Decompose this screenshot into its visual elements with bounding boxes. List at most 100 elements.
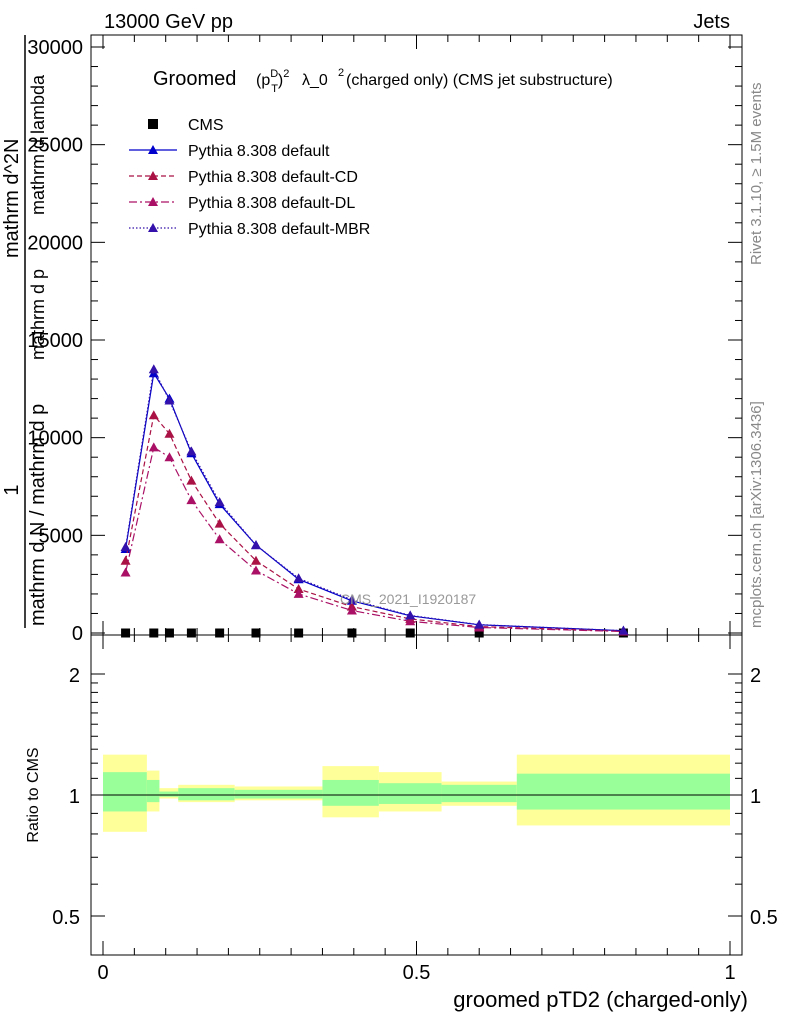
cms-data-point xyxy=(164,628,174,638)
y-label-one: 1 xyxy=(1,484,23,495)
legend-marker-2 xyxy=(148,171,158,180)
legend-label-2: Pythia 8.308 default-CD xyxy=(188,169,358,186)
ratio-y-tick-label-right: 2 xyxy=(750,665,761,687)
ratio-y-tick-label: 1 xyxy=(69,786,80,808)
mcplots-label: mcplots.cern.ch [arXiv:1306.3436] xyxy=(748,401,765,628)
title-ptd-symbol: (pD T)2 xyxy=(256,68,289,95)
legend-label-3: Pythia 8.308 default-DL xyxy=(188,195,355,212)
legend-label-4: Pythia 8.308 default-MBR xyxy=(188,221,370,238)
series-marker-2 xyxy=(214,518,225,528)
series-marker-4 xyxy=(405,610,416,620)
x-tick-label: 0 xyxy=(97,962,108,984)
series-marker-3 xyxy=(293,588,304,598)
ratio-bands xyxy=(103,754,730,832)
series-marker-4 xyxy=(474,619,485,629)
ratio-inner-band-1 xyxy=(146,779,160,803)
series-marker-4 xyxy=(164,395,175,405)
y-label-line-1: mathrm d N / mathrm d p xyxy=(27,404,49,626)
analysis-watermark: CMS_2021_I1920187 xyxy=(340,591,476,607)
ratio-y-tick-label-right: 1 xyxy=(750,786,761,808)
title-lambda: λ_0 xyxy=(302,72,328,89)
ratio-inner-band-5 xyxy=(322,779,379,806)
title-sup: 2 xyxy=(338,67,344,79)
x-tick-label: 0.5 xyxy=(403,962,431,984)
series-marker-2 xyxy=(293,584,304,594)
ratio-y-tick-label-right: 0.5 xyxy=(750,907,778,929)
cms-data-point xyxy=(215,628,225,638)
series-line-4 xyxy=(125,367,624,632)
series-marker-3 xyxy=(120,567,131,577)
legend: CMS Pythia 8.308 default Pythia 8.308 defa… xyxy=(129,117,370,238)
series-marker-2 xyxy=(164,428,175,438)
main-y-tick-label: 0 xyxy=(72,623,83,645)
main-axis-ticks: 0 5000 10000 15000 20000 25000 30000 xyxy=(27,35,742,645)
cms-data-point xyxy=(251,628,261,638)
legend-marker-1 xyxy=(148,145,158,154)
series-marker-2 xyxy=(120,555,131,565)
series-marker-4 xyxy=(186,446,197,456)
ratio-axis-ticks: 0.5 0.5 1 1 2 2 0 0.5 1 xyxy=(52,635,778,984)
series-marker-4 xyxy=(346,594,357,604)
series-line-2 xyxy=(125,413,624,632)
y-label-line-2: mathrm d^2N xyxy=(1,139,23,258)
ratio-inner-band-8 xyxy=(516,773,730,810)
cms-data-point xyxy=(121,628,131,638)
ratio-inner-band-3 xyxy=(178,788,235,801)
cms-data-point xyxy=(347,628,357,638)
legend-label-0: CMS xyxy=(188,117,224,134)
series-marker-2 xyxy=(186,475,197,485)
series-marker-3 xyxy=(214,534,225,544)
main-y-tick-label: 20000 xyxy=(27,232,83,254)
series-marker-2 xyxy=(250,555,261,565)
series-marker-4 xyxy=(618,625,629,635)
title-groomed: Groomed xyxy=(153,68,236,90)
series-marker-4 xyxy=(148,364,159,374)
ratio-y-tick-label: 2 xyxy=(69,665,80,687)
main-y-tick-label: 10000 xyxy=(27,428,83,450)
series-marker-3 xyxy=(148,442,159,452)
jets-label: Jets xyxy=(693,11,730,33)
series-marker-4 xyxy=(214,497,225,507)
legend-label-1: Pythia 8.308 default xyxy=(188,143,330,160)
series-layer xyxy=(120,364,629,638)
series-marker-4 xyxy=(250,540,261,550)
series-marker-3 xyxy=(250,565,261,575)
x-tick-label: 1 xyxy=(724,962,735,984)
series-marker-3 xyxy=(164,452,175,462)
cms-data-point xyxy=(294,628,304,638)
cms-data-point xyxy=(474,628,484,638)
ratio-axis-label: Ratio to CMS xyxy=(25,747,42,842)
ratio-inner-band-0 xyxy=(103,772,147,812)
legend-marker-3 xyxy=(148,197,158,206)
ratio-inner-band-6 xyxy=(378,783,442,804)
series-marker-4 xyxy=(120,542,131,552)
cms-data-point xyxy=(405,628,415,638)
main-y-tick-label: 30000 xyxy=(27,37,83,59)
x-axis-label: groomed pTD2 (charged-only) xyxy=(453,987,748,1012)
rivet-label: Rivet 3.1.10, ≥ 1.5M events xyxy=(748,83,765,266)
legend-marker-4 xyxy=(148,223,158,232)
ratio-y-tick-label: 0.5 xyxy=(52,907,80,929)
cms-data-point xyxy=(186,628,196,638)
ratio-inner-band-2 xyxy=(159,791,179,797)
series-marker-3 xyxy=(186,495,197,505)
y-label-line-4: mathrm d lambda xyxy=(28,74,48,215)
y-axis-label: 1 mathrm d N / mathrm d p mathrm d^2N ma… xyxy=(1,35,49,628)
series-marker-3 xyxy=(346,605,357,615)
legend-marker-cms xyxy=(148,119,158,129)
ratio-inner-band-4 xyxy=(234,789,323,799)
series-marker-3 xyxy=(405,616,416,626)
main-y-tick-label: 5000 xyxy=(39,525,84,547)
main-y-tick-label: 25000 xyxy=(27,135,83,157)
cms-data-point xyxy=(149,628,159,638)
series-marker-4 xyxy=(293,573,304,583)
ratio-inner-band-7 xyxy=(441,784,517,803)
series-marker-2 xyxy=(148,410,159,420)
energy-label: 13000 GeV pp xyxy=(104,11,233,33)
main-y-tick-label: 15000 xyxy=(27,330,83,352)
y-label-line-3: mathrm d p xyxy=(28,269,48,360)
title-tail: (charged only) (CMS jet substructure) xyxy=(346,72,613,89)
main-title: Groomed (pD T)2 λ_0 2 (charged only) (CMS… xyxy=(153,67,613,95)
